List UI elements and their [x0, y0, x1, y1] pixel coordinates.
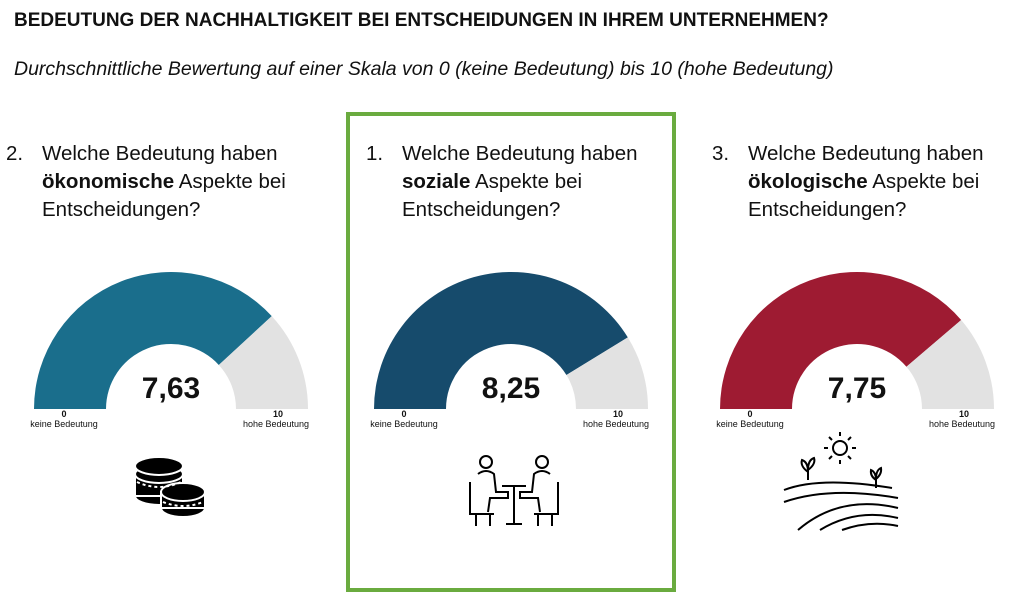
- gauge-max-label: 10: [959, 409, 969, 419]
- question-keyword: soziale: [402, 170, 471, 193]
- question-part: Welche Bedeutung haben: [748, 142, 984, 165]
- question-text: Welche Bedeutung haben soziale Aspekte be…: [402, 140, 692, 224]
- question-text: Welche Bedeutung haben ökonomische Aspekt…: [42, 140, 332, 224]
- gauge-min-caption: keine Bedeutung: [716, 419, 784, 429]
- question-part: Welche Bedeutung haben: [402, 142, 638, 165]
- gauge-remainder-arc: [906, 320, 994, 409]
- gauge-remainder-arc: [566, 337, 648, 409]
- gauge-min-caption: keine Bedeutung: [370, 419, 438, 429]
- question-part: Aspekte bei Entscheidungen?: [748, 170, 980, 221]
- gauge-chart: 7,63 0 10 keine Bedeutung hohe Bedeutung: [30, 272, 309, 429]
- question-part: Aspekte bei Entscheidungen?: [42, 170, 286, 221]
- question-part: Aspekte bei Entscheidungen?: [402, 170, 583, 221]
- rank-number: 2.: [6, 142, 24, 165]
- gauge-max-label: 10: [273, 409, 283, 419]
- rank-number: 3.: [712, 142, 730, 165]
- rank-number: 1.: [366, 142, 384, 165]
- gauge-value-label: 7,75: [828, 372, 886, 405]
- gauge-value-arc: [34, 272, 272, 409]
- gauge-value-arc: [374, 272, 628, 409]
- gauge-value-label: 8,25: [482, 372, 540, 405]
- question-text: Welche Bedeutung haben ökologische Aspekt…: [748, 140, 1024, 224]
- question-part: Welche Bedeutung haben: [42, 142, 278, 165]
- gauge-min-caption: keine Bedeutung: [30, 419, 98, 429]
- gauge-min-label: 0: [747, 409, 752, 419]
- gauge-panel-ecological: 3. Welche Bedeutung haben ökologische Asp…: [692, 112, 1022, 592]
- gauge-min-label: 0: [61, 409, 66, 419]
- gauge-max-caption: hohe Bedeutung: [243, 419, 309, 429]
- gauge-panel-social: 1. Welche Bedeutung haben soziale Aspekte…: [346, 112, 676, 592]
- gauge-value-label: 7,63: [142, 372, 200, 405]
- gauge-max-caption: hohe Bedeutung: [583, 419, 649, 429]
- question-keyword: ökologische: [748, 170, 868, 193]
- gauge-max-caption: hohe Bedeutung: [929, 419, 995, 429]
- page-subtitle: Durchschnittliche Bewertung auf einer Sk…: [14, 58, 834, 80]
- gauge-value-arc: [720, 272, 962, 409]
- page-title: BEDEUTUNG DER NACHHALTIGKEIT BEI ENTSCHE…: [14, 10, 829, 31]
- gauge-remainder-arc: [218, 316, 308, 409]
- gauge-chart: 7,75 0 10 keine Bedeutung hohe Bedeutung: [716, 272, 995, 429]
- gauge-max-label: 10: [613, 409, 623, 419]
- landscape-sun-icon: [783, 432, 899, 531]
- meeting-people-icon: [469, 455, 559, 526]
- coins-icon: [134, 456, 206, 518]
- gauge-min-label: 0: [401, 409, 406, 419]
- gauge-chart: 8,25 0 10 keine Bedeutung hohe Bedeutung: [370, 272, 649, 429]
- gauge-panel-economic: 2. Welche Bedeutung haben ökonomische Asp…: [6, 112, 336, 592]
- question-keyword: ökonomische: [42, 170, 175, 193]
